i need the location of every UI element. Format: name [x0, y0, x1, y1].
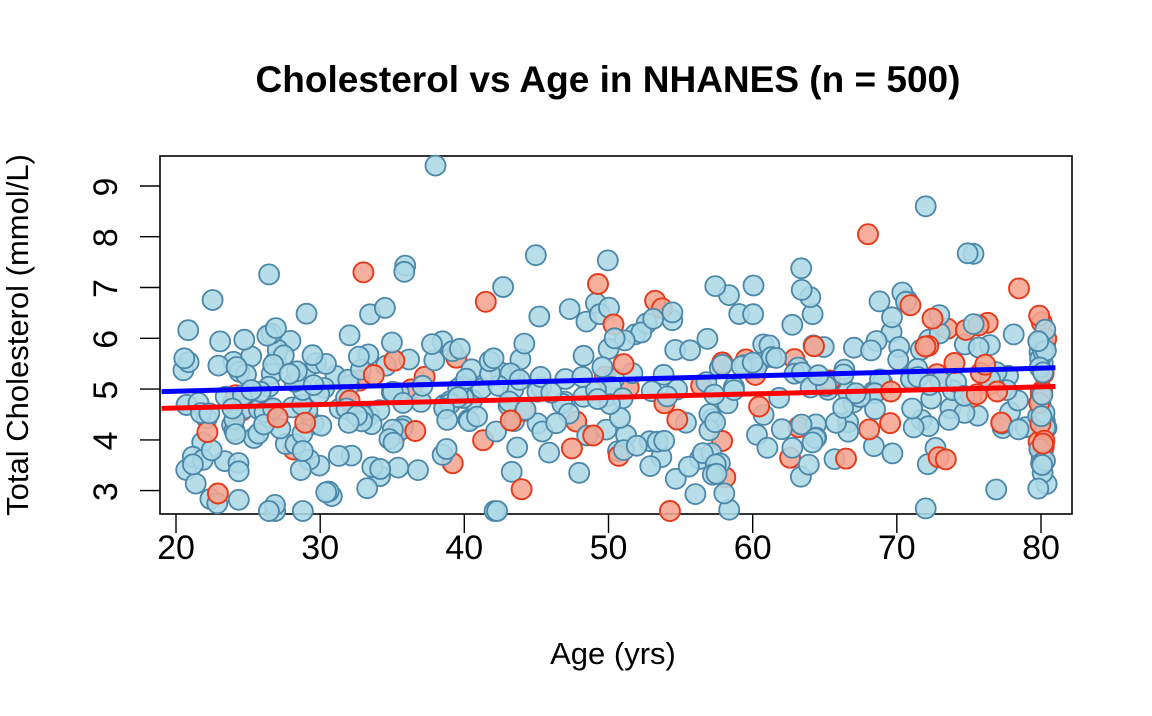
svg-text:80: 80: [1022, 529, 1060, 567]
svg-text:Cholesterol vs Age in NHANES (: Cholesterol vs Age in NHANES (n = 500): [256, 59, 961, 100]
svg-text:8: 8: [87, 228, 125, 247]
svg-text:30: 30: [301, 529, 339, 567]
svg-text:Total Cholesterol (mmol/L): Total Cholesterol (mmol/L): [0, 154, 35, 516]
svg-text:4: 4: [87, 431, 125, 450]
svg-text:Age (yrs): Age (yrs): [550, 636, 676, 671]
svg-text:6: 6: [87, 330, 125, 349]
svg-text:60: 60: [734, 529, 772, 567]
svg-text:70: 70: [878, 529, 916, 567]
svg-text:7: 7: [87, 279, 125, 298]
svg-text:50: 50: [590, 529, 628, 567]
svg-text:20: 20: [157, 529, 195, 567]
svg-text:40: 40: [445, 529, 483, 567]
svg-text:9: 9: [87, 178, 125, 197]
svg-text:3: 3: [87, 482, 125, 501]
svg-text:5: 5: [87, 381, 125, 400]
